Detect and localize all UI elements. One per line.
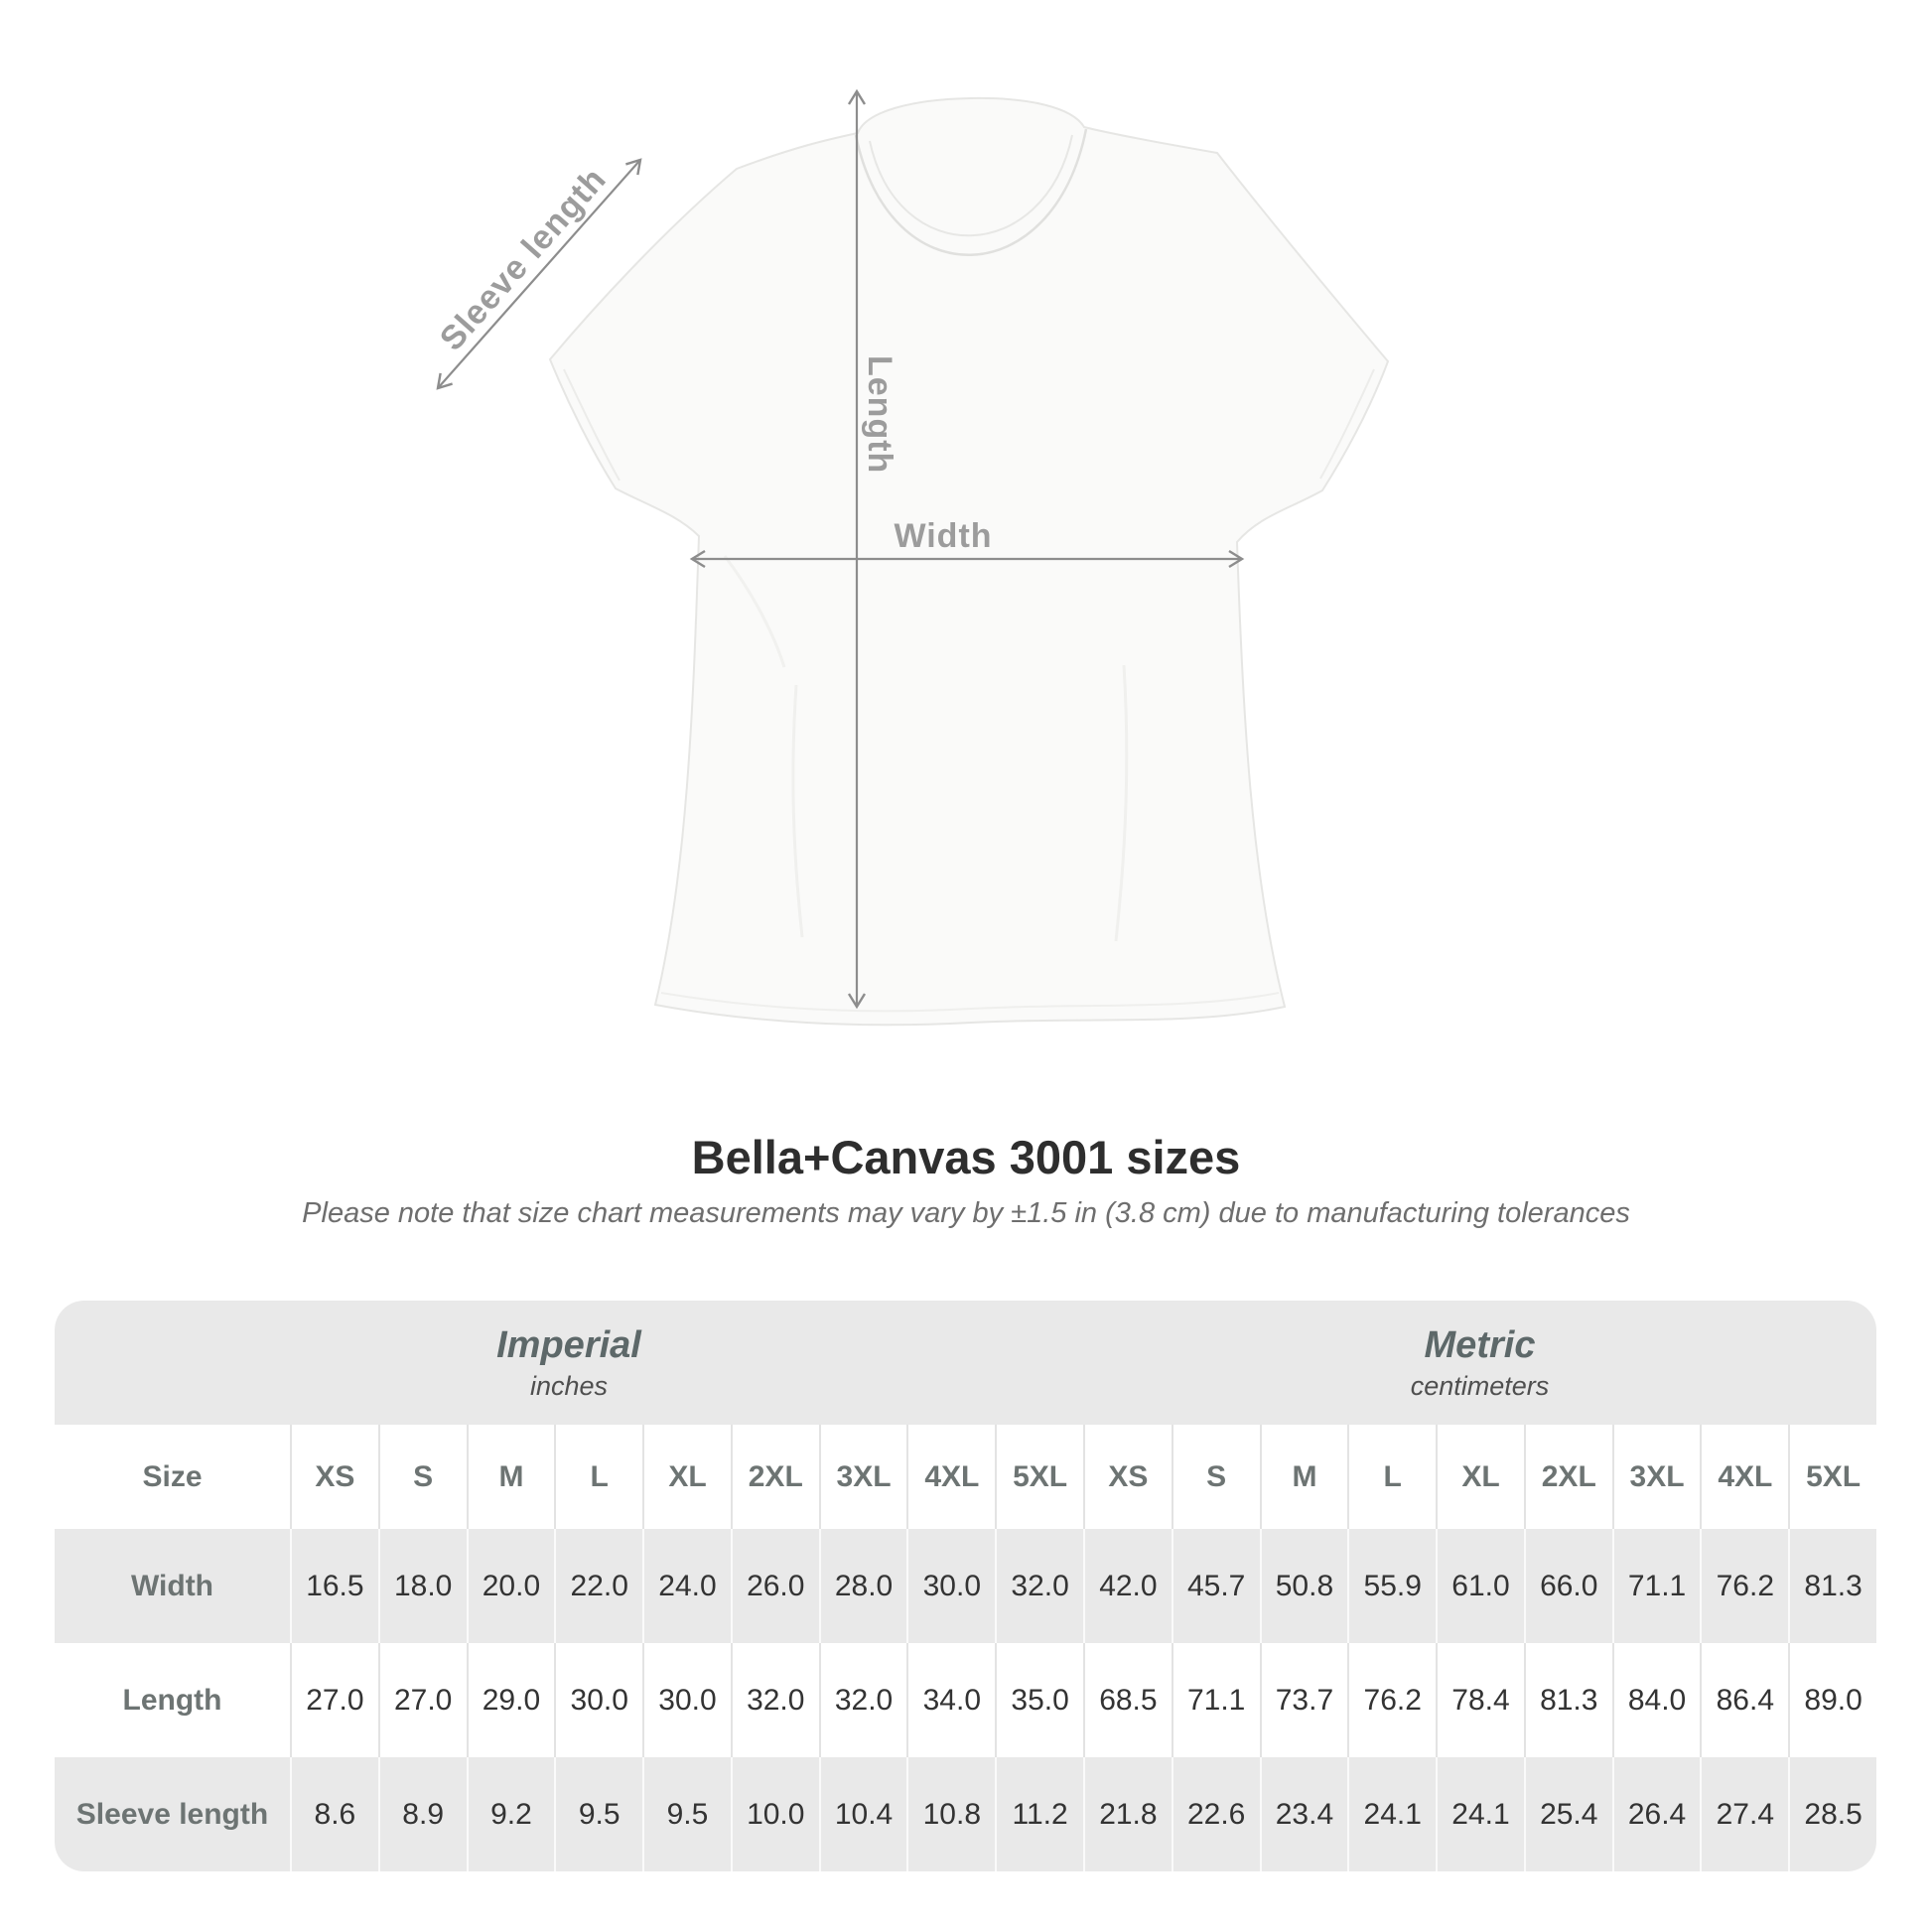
table-cell: 9.2 (466, 1757, 555, 1871)
row-label: Sleeve length (75, 1797, 269, 1831)
table-cell: 66.0 (1523, 1529, 1612, 1643)
table-cell: 29.0 (466, 1643, 555, 1757)
table-cell: 84.0 (1611, 1643, 1701, 1757)
table-cell: 81.3 (1523, 1643, 1612, 1757)
table-cell: 24.1 (1347, 1757, 1436, 1871)
size-header-cell: M (466, 1425, 555, 1529)
table-cell: 9.5 (554, 1757, 642, 1871)
imperial-unit: inches (529, 1370, 609, 1401)
table-cell: 25.4 (1523, 1757, 1612, 1871)
size-header-cell: XS (290, 1425, 378, 1529)
size-header-cell: 3XL (1611, 1425, 1701, 1529)
table-cell: 10.0 (730, 1757, 819, 1871)
size-header-cell: S (377, 1425, 467, 1529)
table-cell: 20.0 (466, 1529, 555, 1643)
page-subtitle: Please note that size chart measurements… (302, 1197, 1630, 1229)
table-cell: 78.4 (1436, 1643, 1524, 1757)
size-table: Imperial inches Metric centimeters Size X… (55, 1301, 1876, 1871)
table-cell: 26.4 (1611, 1757, 1701, 1871)
size-header-cell: 2XL (1523, 1425, 1612, 1529)
size-header-cell: L (554, 1425, 642, 1529)
table-cell: 32.0 (818, 1643, 907, 1757)
table-cell: 71.1 (1611, 1529, 1701, 1643)
size-column-label: Size (142, 1459, 203, 1493)
table-cell: 35.0 (995, 1643, 1083, 1757)
table-cell: 28.5 (1788, 1757, 1876, 1871)
table-cell: 27.0 (290, 1643, 378, 1757)
table-cell: 24.0 (642, 1529, 731, 1643)
metric-unit: centimeters (1410, 1370, 1550, 1401)
page-title: Bella+Canvas 3001 sizes (691, 1131, 1241, 1183)
table-header-row: Size XS S M L XL 2XL 3XL 4XL 5XL XS S M L XL 2XL 3XL 4XL 5… (55, 1425, 1876, 1529)
table-cell: 81.3 (1788, 1529, 1876, 1643)
table-row-width: Width 16.5 18.0 20.0 22.0 24.0 26.0 28.0 30.0 32.… (55, 1529, 1876, 1643)
table-cell: 28.0 (818, 1529, 907, 1643)
unit-header-band: Imperial inches Metric centimeters (55, 1301, 1876, 1425)
table-cell: 34.0 (906, 1643, 995, 1757)
length-label: Length (861, 355, 898, 475)
table-cell: 71.1 (1171, 1643, 1260, 1757)
size-header-cell: XL (642, 1425, 731, 1529)
size-header-cell: S (1171, 1425, 1260, 1529)
table-cell: 42.0 (1083, 1529, 1172, 1643)
tshirt-diagram (436, 88, 1390, 1027)
table-cell: 11.2 (995, 1757, 1083, 1871)
row-label: Length (122, 1683, 222, 1717)
metric-title: Metric (1424, 1323, 1536, 1366)
size-header-cell: 3XL (818, 1425, 907, 1529)
table-cell: 18.0 (377, 1529, 467, 1643)
table-cell: 61.0 (1436, 1529, 1524, 1643)
imperial-title: Imperial (496, 1323, 641, 1366)
tshirt-graphic (548, 96, 1390, 1027)
size-header-cell: XS (1083, 1425, 1172, 1529)
size-header-cell: 4XL (1700, 1425, 1788, 1529)
table-cell: 26.0 (730, 1529, 819, 1643)
table-cell: 27.4 (1700, 1757, 1788, 1871)
size-header-cell: 4XL (906, 1425, 995, 1529)
table-cell: 22.6 (1171, 1757, 1260, 1871)
table-cell: 30.0 (906, 1529, 995, 1643)
table-cell: 86.4 (1700, 1643, 1788, 1757)
table-cell: 45.7 (1171, 1529, 1260, 1643)
size-header-cell: 5XL (995, 1425, 1083, 1529)
table-cell: 76.2 (1700, 1529, 1788, 1643)
table-cell: 9.5 (642, 1757, 731, 1871)
table-cell: 55.9 (1347, 1529, 1436, 1643)
table-cell: 32.0 (995, 1529, 1083, 1643)
size-header-cell: 5XL (1788, 1425, 1876, 1529)
table-cell: 76.2 (1347, 1643, 1436, 1757)
table-row-length: Length 27.0 27.0 29.0 30.0 30.0 32.0 32.0 34.0 35… (55, 1643, 1876, 1757)
metric-header: Metric centimeters (1083, 1301, 1876, 1425)
width-label: Width (894, 517, 993, 555)
imperial-header: Imperial inches (55, 1301, 1083, 1425)
table-cell: 8.6 (290, 1757, 378, 1871)
table-cell: 10.8 (906, 1757, 995, 1871)
sleeve-length-arrow (436, 158, 642, 390)
table-cell: 30.0 (554, 1643, 642, 1757)
table-cell: 22.0 (554, 1529, 642, 1643)
size-header-cell: XL (1436, 1425, 1524, 1529)
size-header-cell: 2XL (730, 1425, 819, 1529)
table-cell: 21.8 (1083, 1757, 1172, 1871)
table-cell: 10.4 (818, 1757, 907, 1871)
table-cell: 32.0 (730, 1643, 819, 1757)
table-cell: 50.8 (1259, 1529, 1348, 1643)
table-cell: 73.7 (1259, 1643, 1348, 1757)
size-header-cell: M (1259, 1425, 1348, 1529)
table-cell: 27.0 (377, 1643, 467, 1757)
size-grid: Size XS S M L XL 2XL 3XL 4XL 5XL XS S M L XL 2XL 3XL 4XL 5… (55, 1425, 1876, 1871)
table-cell: 24.1 (1436, 1757, 1524, 1871)
table-cell: 89.0 (1788, 1643, 1876, 1757)
table-cell: 23.4 (1259, 1757, 1348, 1871)
table-cell: 8.9 (377, 1757, 467, 1871)
table-cell: 16.5 (290, 1529, 378, 1643)
table-row-sleeve-length: Sleeve length 8.6 8.9 9.2 9.5 9.5 10.0 10.4 10.8… (55, 1757, 1876, 1871)
table-cell: 30.0 (642, 1643, 731, 1757)
size-header-cell: L (1347, 1425, 1436, 1529)
row-label: Width (130, 1569, 214, 1602)
table-cell: 68.5 (1083, 1643, 1172, 1757)
